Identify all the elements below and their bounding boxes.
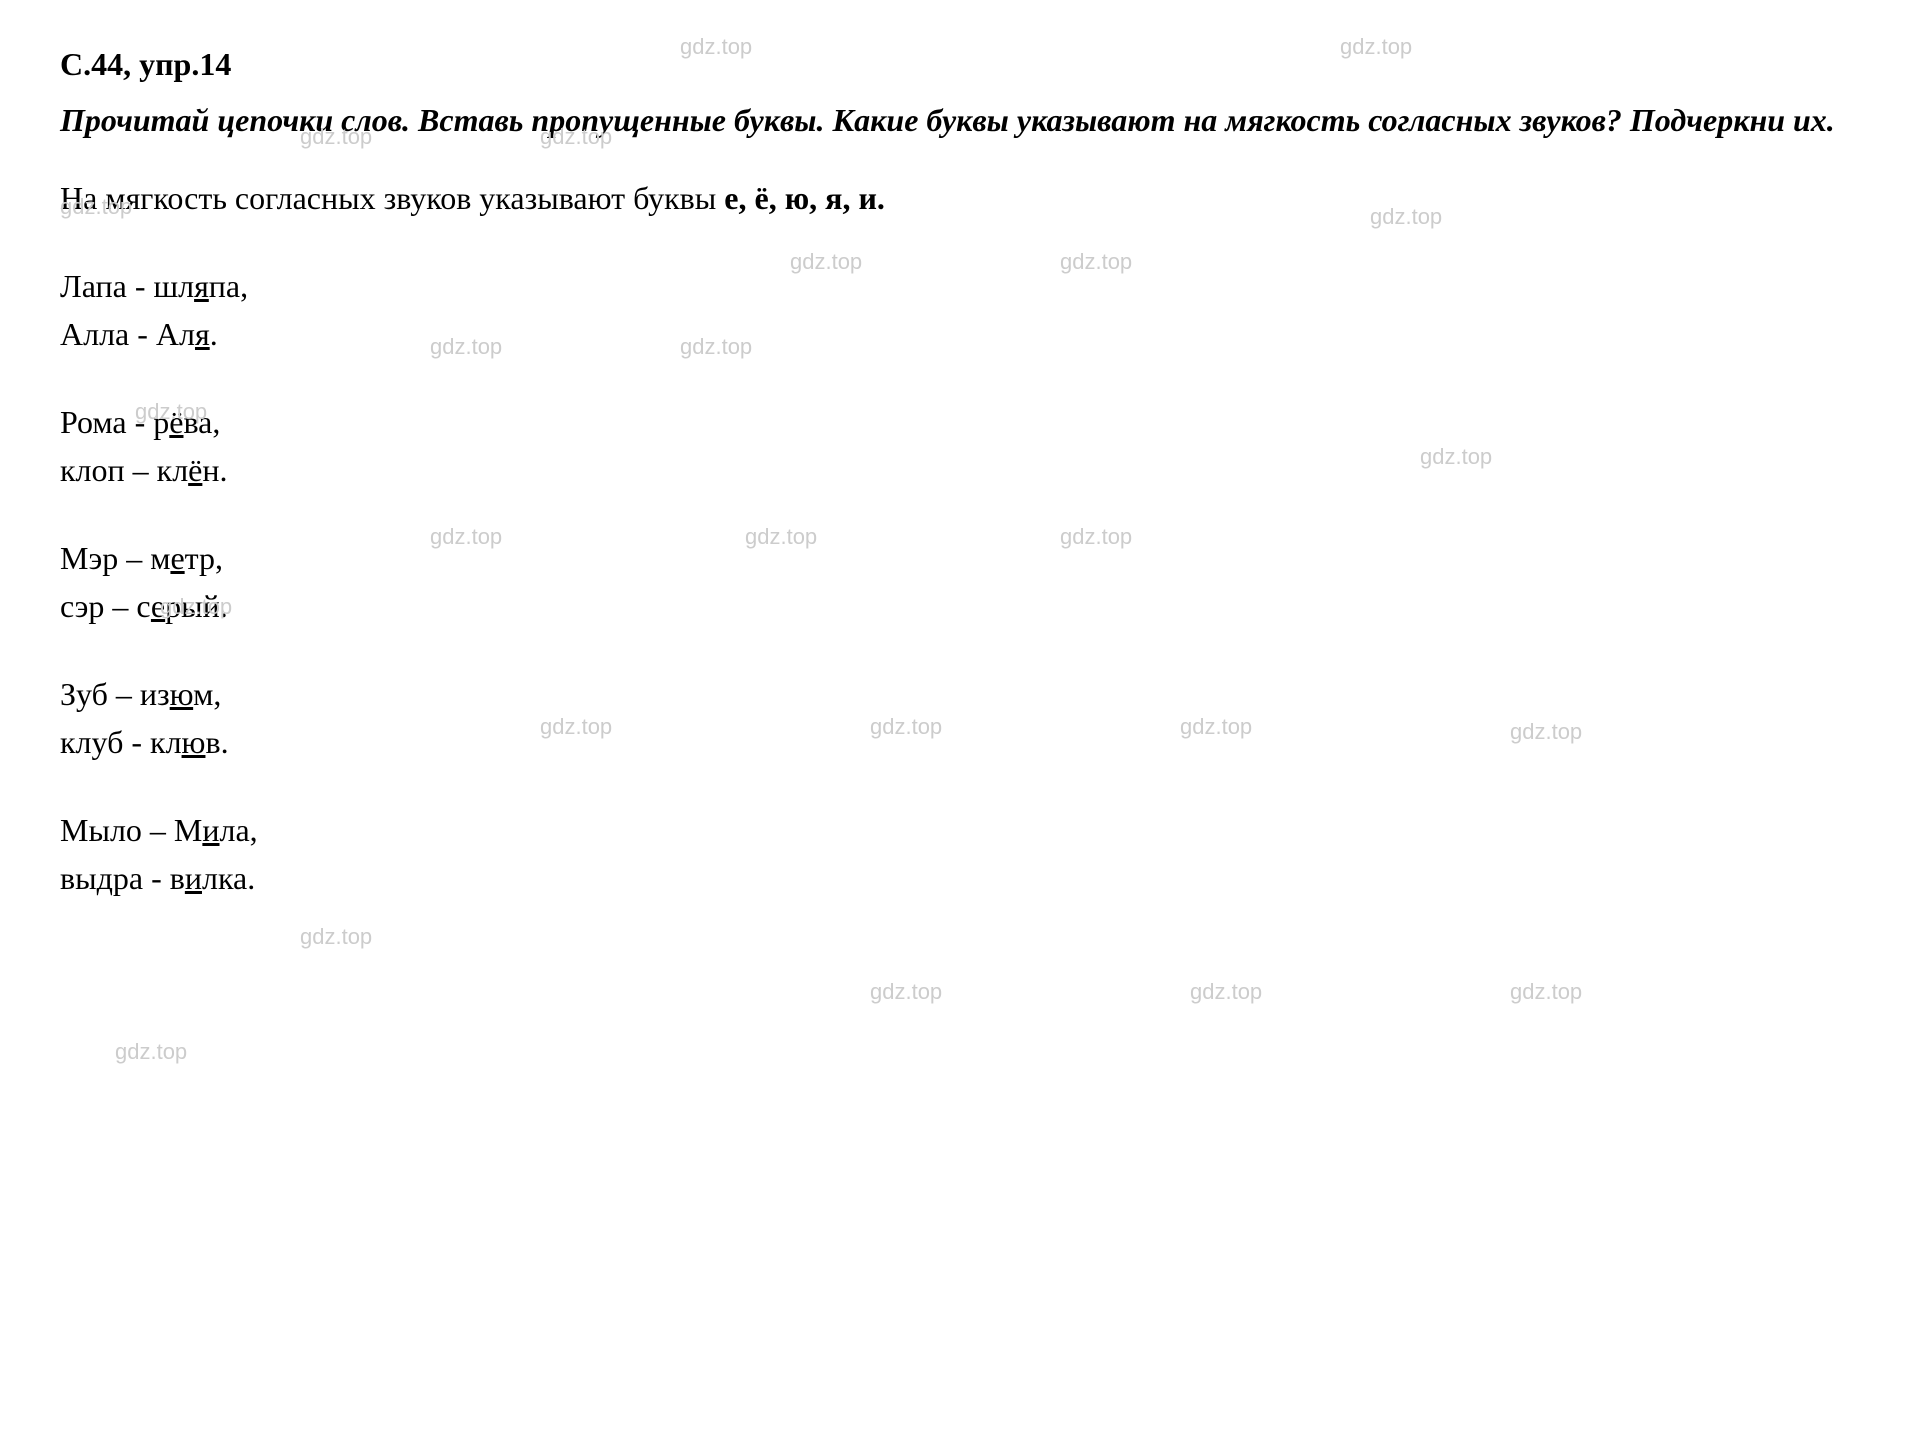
word-pair-line: клуб - клюв.: [60, 718, 1851, 766]
watermark-text: gdz.top: [1190, 975, 1262, 1008]
underlined-letter: я: [194, 268, 209, 304]
word-pair-line: Рома - рёва,: [60, 398, 1851, 446]
underlined-letter: ю: [182, 724, 206, 760]
line-before: сэр – с: [60, 588, 151, 624]
line-after: в.: [205, 724, 228, 760]
line-after: рый.: [165, 588, 228, 624]
intro-prefix: На мягкость согласных звуков указывают б…: [60, 180, 724, 216]
task-description: Прочитай цепочки слов. Вставь пропущенны…: [60, 96, 1851, 144]
watermark-text: gdz.top: [300, 920, 372, 953]
line-after: тр,: [185, 540, 223, 576]
underlined-letter: ё: [188, 452, 202, 488]
line-before: Зуб – из: [60, 676, 170, 712]
word-pair-line: Мэр – метр,: [60, 534, 1851, 582]
word-pair-line: Лапа - шляпа,: [60, 262, 1851, 310]
word-group: Рома - рёва,клоп – клён.: [60, 398, 1851, 494]
line-before: выдра - в: [60, 860, 185, 896]
word-pair-line: выдра - вилка.: [60, 854, 1851, 902]
word-groups-container: Лапа - шляпа,Алла - Аля.Рома - рёва,клоп…: [60, 262, 1851, 902]
underlined-letter: и: [185, 860, 202, 896]
word-group: Мыло – Мила,выдра - вилка.: [60, 806, 1851, 902]
underlined-letter: е: [151, 588, 165, 624]
word-pair-line: сэр – серый.: [60, 582, 1851, 630]
watermark-text: gdz.top: [115, 1035, 187, 1068]
watermark-text: gdz.top: [870, 975, 942, 1008]
word-group: Зуб – изюм,клуб - клюв.: [60, 670, 1851, 766]
line-after: па,: [209, 268, 248, 304]
line-before: Мыло – М: [60, 812, 202, 848]
word-group: Мэр – метр,сэр – серый.: [60, 534, 1851, 630]
word-pair-line: клоп – клён.: [60, 446, 1851, 494]
line-before: Алла - Ал: [60, 316, 195, 352]
line-after: лка.: [202, 860, 255, 896]
line-before: Рома - р: [60, 404, 169, 440]
underlined-letter: е: [170, 540, 184, 576]
watermark-text: gdz.top: [1510, 975, 1582, 1008]
exercise-heading: С.44, упр.14: [60, 40, 1851, 88]
line-after: м,: [193, 676, 221, 712]
line-after: .: [210, 316, 218, 352]
word-pair-line: Алла - Аля.: [60, 310, 1851, 358]
word-pair-line: Мыло – Мила,: [60, 806, 1851, 854]
line-before: Лапа - шл: [60, 268, 194, 304]
underlined-letter: ю: [170, 676, 193, 712]
underlined-letter: и: [202, 812, 219, 848]
line-after: ла,: [220, 812, 258, 848]
word-group: Лапа - шляпа,Алла - Аля.: [60, 262, 1851, 358]
line-before: клоп – кл: [60, 452, 188, 488]
intro-text: На мягкость согласных звуков указывают б…: [60, 174, 1851, 222]
word-pair-line: Зуб – изюм,: [60, 670, 1851, 718]
intro-bold-letters: е, ё, ю, я, и.: [724, 180, 885, 216]
line-before: клуб - кл: [60, 724, 182, 760]
underlined-letter: ё: [169, 404, 183, 440]
line-after: н.: [202, 452, 227, 488]
underlined-letter: я: [195, 316, 210, 352]
line-after: ва,: [183, 404, 220, 440]
line-before: Мэр – м: [60, 540, 170, 576]
